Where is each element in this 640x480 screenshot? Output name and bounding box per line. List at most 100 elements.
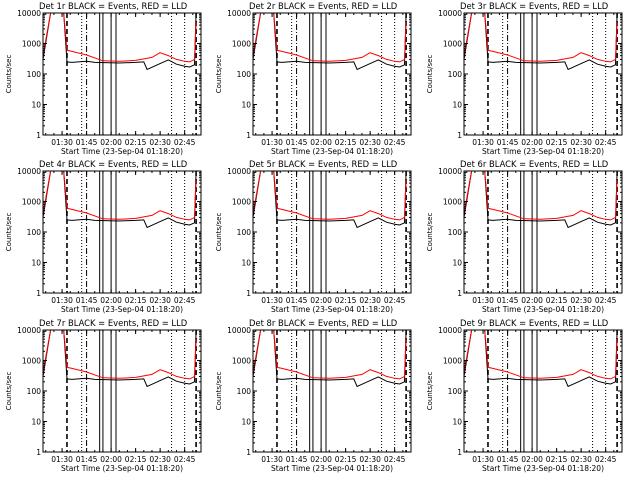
chart-title: Det 2r BLACK = Events, RED = LLD [249,1,397,11]
y-tick-label: 100 [27,228,42,237]
x-tick-label: 02:45 [384,455,406,464]
x-axis-label: Start Time (23-Sep-04 01:18:20) [61,147,183,156]
y-tick-label: 1000 [232,357,251,366]
y-tick-label: 1 [457,289,462,298]
y-tick-label: 1 [246,448,251,457]
lld-series-line [464,330,618,380]
y-tick-label: 100 [448,70,463,79]
chart-title: Det 4r BLACK = Events, RED = LLD [39,159,187,169]
x-tick-label: 02:30 [359,138,381,147]
x-tick-label: 01:45 [497,455,519,464]
x-tick-label: 02:30 [570,138,592,147]
y-tick-label: 10000 [438,326,462,335]
x-tick-label: 02:30 [359,296,381,305]
y-tick-label: 10000 [227,9,251,18]
x-tick-label: 02:45 [174,138,196,147]
y-axis-label: Counts/sec [5,55,13,94]
x-tick-label: 01:30 [472,296,494,305]
x-tick-label: 02:00 [100,455,122,464]
y-tick-label: 1000 [443,198,462,207]
y-tick-label: 100 [237,228,252,237]
events-series-line [43,13,197,71]
x-tick-label: 01:30 [261,138,283,147]
y-tick-label: 100 [27,387,42,396]
lld-series-line [253,171,407,221]
x-tick-label: 02:30 [149,455,171,464]
x-tick-label: 01:45 [497,296,519,305]
y-tick-label: 10 [31,259,41,268]
y-tick-label: 10000 [17,167,41,176]
y-tick-label: 10 [241,418,251,427]
events-series-line [43,330,197,388]
chart-title: Det 3r BLACK = Events, RED = LLD [460,1,608,11]
x-tick-label: 02:15 [335,138,357,147]
x-tick-label: 02:00 [521,138,543,147]
y-tick-label: 1 [36,289,41,298]
x-tick-label: 02:00 [521,455,543,464]
chart-title: Det 7r BLACK = Events, RED = LLD [39,318,187,328]
lld-series-line [464,171,618,221]
x-tick-label: 01:30 [51,296,73,305]
x-tick-label: 01:30 [261,455,283,464]
y-tick-label: 100 [448,228,463,237]
y-tick-label: 1000 [22,198,41,207]
y-tick-label: 1000 [232,40,251,49]
lld-series-line [253,330,407,380]
events-series-line [253,330,407,388]
x-tick-label: 01:45 [76,138,98,147]
x-tick-label: 02:45 [595,296,617,305]
lld-series-line [43,330,197,380]
y-tick-label: 1 [246,289,251,298]
y-tick-label: 10 [31,418,41,427]
x-tick-label: 02:15 [546,138,568,147]
detector-panel: Det 7r BLACK = Events, RED = LLD 1 10 100 10… [5,318,202,473]
detector-panel: Det 6r BLACK = Events, RED = LLD 1 10 100 10… [426,159,623,314]
x-tick-label: 02:15 [335,296,357,305]
events-series-line [464,330,618,388]
chart-title: Det 6r BLACK = Events, RED = LLD [460,159,608,169]
detector-panel: Det 4r BLACK = Events, RED = LLD 1 10 100 10… [5,159,202,314]
x-tick-label: 01:45 [286,138,308,147]
y-tick-label: 100 [448,387,463,396]
lld-series-line [43,171,197,221]
x-axis-label: Start Time (23-Sep-04 01:18:20) [61,305,183,314]
x-tick-label: 01:45 [497,138,519,147]
x-tick-label: 02:45 [595,138,617,147]
chart-title: Det 1r BLACK = Events, RED = LLD [39,1,187,11]
x-axis-label: Start Time (23-Sep-04 01:18:20) [271,464,393,473]
y-axis-label: Counts/sec [426,213,434,252]
y-tick-label: 1000 [232,198,251,207]
x-tick-label: 01:30 [472,455,494,464]
x-tick-label: 02:30 [359,455,381,464]
x-tick-label: 01:45 [286,455,308,464]
x-axis-label: Start Time (23-Sep-04 01:18:20) [482,305,604,314]
y-tick-label: 10000 [438,9,462,18]
detector-panel: Det 5r BLACK = Events, RED = LLD 1 10 100 10… [215,159,412,314]
x-tick-label: 02:15 [335,455,357,464]
y-tick-label: 1000 [443,357,462,366]
events-series-line [253,13,407,71]
y-axis-label: Counts/sec [5,372,13,411]
y-axis-label: Counts/sec [215,372,223,411]
detector-panel: Det 9r BLACK = Events, RED = LLD 1 10 100 10… [426,318,623,473]
y-tick-label: 10 [452,101,462,110]
x-axis-label: Start Time (23-Sep-04 01:18:20) [482,464,604,473]
detector-panel: Det 8r BLACK = Events, RED = LLD 1 10 100 10… [215,318,412,473]
y-axis-label: Counts/sec [426,55,434,94]
lld-series-line [253,13,407,63]
x-tick-label: 02:15 [125,296,147,305]
x-tick-label: 01:45 [286,296,308,305]
detector-panel: Det 3r BLACK = Events, RED = LLD 1 10 100 10… [426,1,623,156]
detector-panel: Det 2r BLACK = Events, RED = LLD 1 10 100 10… [215,1,412,156]
y-axis-label: Counts/sec [215,55,223,94]
x-tick-label: 02:15 [125,138,147,147]
x-axis-label: Start Time (23-Sep-04 01:18:20) [271,305,393,314]
y-tick-label: 10 [452,259,462,268]
x-tick-label: 02:00 [100,296,122,305]
y-tick-label: 1000 [22,40,41,49]
y-tick-label: 1000 [22,357,41,366]
x-tick-label: 02:15 [546,296,568,305]
events-series-line [464,13,618,71]
x-tick-label: 02:30 [570,296,592,305]
